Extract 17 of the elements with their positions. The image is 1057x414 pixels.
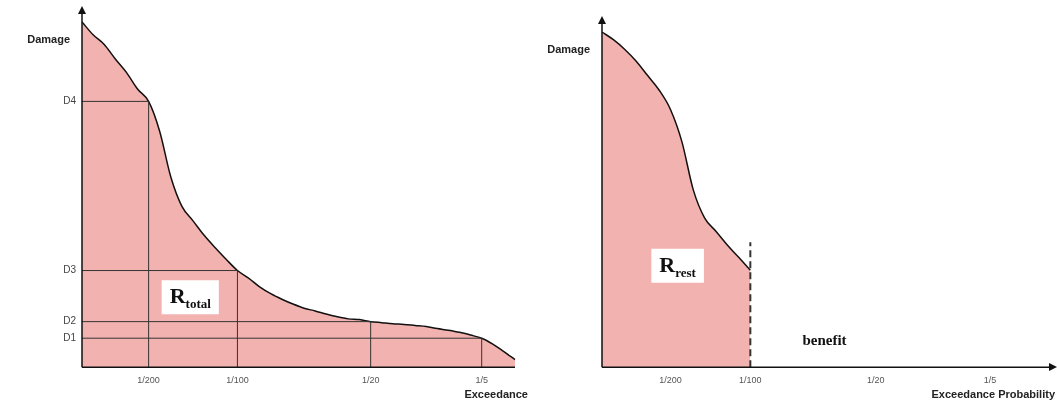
y-axis-title: Damage	[27, 33, 70, 46]
ref-line-label: D2	[63, 315, 77, 327]
x-tick-label: 1/100	[226, 375, 249, 386]
x-tick-label: 1/200	[659, 375, 682, 386]
x-tick-label: 1/20	[867, 375, 885, 386]
x-tick-label: 1/20	[361, 375, 380, 386]
x-tick-label: 1/5	[983, 375, 997, 386]
ref-line-label: D3	[63, 264, 77, 276]
annotation: benefit	[802, 332, 847, 349]
ref-line-label: D4	[63, 95, 77, 107]
y-axis-title: Damage	[547, 43, 590, 56]
x-axis-title: Exceedance Probability	[931, 387, 1056, 400]
x-tick-label: 1/100	[739, 375, 762, 386]
x-tick-label: 1/200	[137, 375, 160, 386]
ref-line-label: D1	[63, 331, 77, 343]
x-axis-title: Exceedance	[464, 387, 528, 400]
x-tick-label: 1/5	[475, 375, 488, 386]
